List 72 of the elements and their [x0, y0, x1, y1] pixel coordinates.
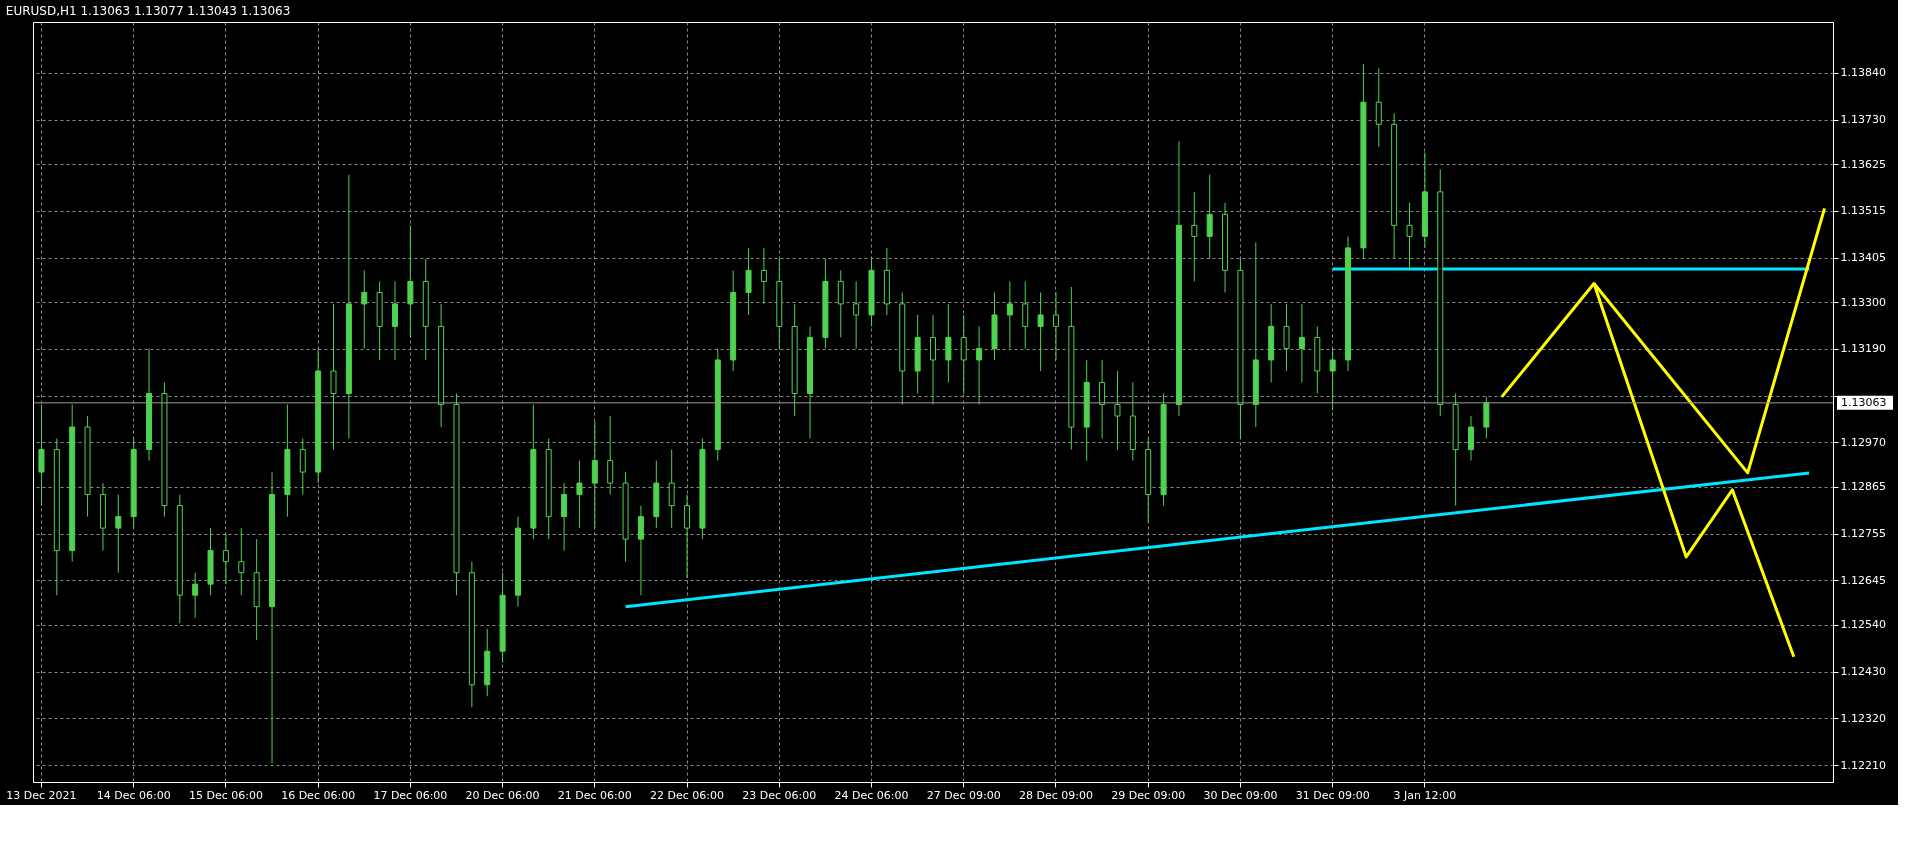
x-tick-label: 14 Dec 06:00: [96, 788, 171, 802]
y-tick-label: 1.13625: [1840, 157, 1886, 171]
candlestick: [576, 460, 583, 529]
x-tick-label: 13 Dec 2021: [6, 788, 77, 802]
y-tick-label: 1.13730: [1840, 113, 1886, 127]
candlestick: [1468, 415, 1474, 462]
candlestick: [637, 505, 644, 596]
y-tick-label: 1.12320: [1840, 711, 1886, 725]
candlestick: [1375, 67, 1382, 148]
candlestick: [1329, 348, 1336, 411]
x-tick-label: 15 Dec 06:00: [188, 788, 263, 802]
chart-title: EURUSD,H1 1.13063 1.13077 1.13043 1.13063: [5, 4, 291, 18]
x-tick-label: 24 Dec 06:00: [834, 788, 909, 802]
candlestick: [760, 247, 767, 305]
candlestick: [361, 269, 368, 349]
candlestick: [222, 533, 229, 585]
y-tick-label: 1.12430: [1840, 665, 1886, 679]
candlestick: [1191, 191, 1198, 282]
y-tick-label: 1.13515: [1840, 204, 1886, 218]
candlestick: [1006, 280, 1013, 349]
candlestick: [1298, 303, 1305, 383]
y-tick-label: 1.12210: [1840, 758, 1886, 772]
y-tick-label: 1.13300: [1840, 295, 1886, 309]
candlestick: [1283, 303, 1290, 372]
x-tick-label: 28 Dec 09:00: [1018, 788, 1093, 802]
candlestick: [1099, 359, 1106, 440]
x-tick-label: 29 Dec 09:00: [1111, 788, 1186, 802]
candlestick: [1406, 202, 1413, 271]
candlestick: [392, 280, 398, 361]
candlestick: [238, 527, 245, 596]
candlestick: [330, 303, 337, 451]
x-tick-label: 31 Dec 09:00: [1295, 788, 1370, 802]
candlestick: [1206, 174, 1213, 260]
candlestick: [930, 314, 936, 406]
ref-line-label: 1.13063: [1841, 395, 1887, 409]
x-tick-label: 22 Dec 06:00: [650, 788, 725, 802]
candlestick: [976, 325, 983, 406]
y-tick-label: 1.13190: [1840, 342, 1886, 356]
candlestick: [853, 280, 860, 349]
candlestick: [407, 224, 414, 338]
y-tick-label: 1.12645: [1840, 573, 1886, 587]
y-tick-label: 1.12865: [1840, 480, 1886, 494]
candlestick: [1052, 291, 1059, 361]
candlestick: [745, 247, 752, 316]
candlestick: [684, 494, 691, 579]
candlestick: [299, 438, 306, 496]
x-tick-label: 30 Dec 09:00: [1203, 788, 1278, 802]
y-tick-label: 1.13840: [1840, 66, 1886, 80]
x-tick-label: 3 Jan 12:00: [1393, 788, 1457, 802]
x-tick-label: 17 Dec 06:00: [373, 788, 448, 802]
y-tick-label: 1.12540: [1840, 618, 1886, 632]
candlestick: [591, 421, 598, 529]
candlestick: [1037, 291, 1044, 372]
candlestick: [945, 303, 952, 383]
x-tick-label: 20 Dec 06:00: [465, 788, 540, 802]
y-tick-label: 1.13405: [1840, 251, 1886, 265]
candlestick: [192, 572, 199, 619]
candlestick: [38, 404, 45, 507]
candlestick: [668, 449, 675, 529]
candlestick: [561, 482, 568, 552]
candlestick: [1114, 370, 1121, 451]
y-tick-label: 1.12970: [1840, 435, 1886, 449]
x-tick-label: 27 Dec 09:00: [926, 788, 1001, 802]
candlestick: [960, 314, 967, 395]
y-tick-label: 1.12755: [1840, 527, 1886, 541]
candlestick: [607, 415, 614, 496]
x-tick-label: 21 Dec 06:00: [557, 788, 632, 802]
candlestick: [1022, 280, 1029, 349]
candlestick: [115, 494, 122, 574]
candlestick: [837, 269, 844, 338]
x-tick-label: 23 Dec 06:00: [742, 788, 817, 802]
x-tick-label: 16 Dec 06:00: [281, 788, 356, 802]
